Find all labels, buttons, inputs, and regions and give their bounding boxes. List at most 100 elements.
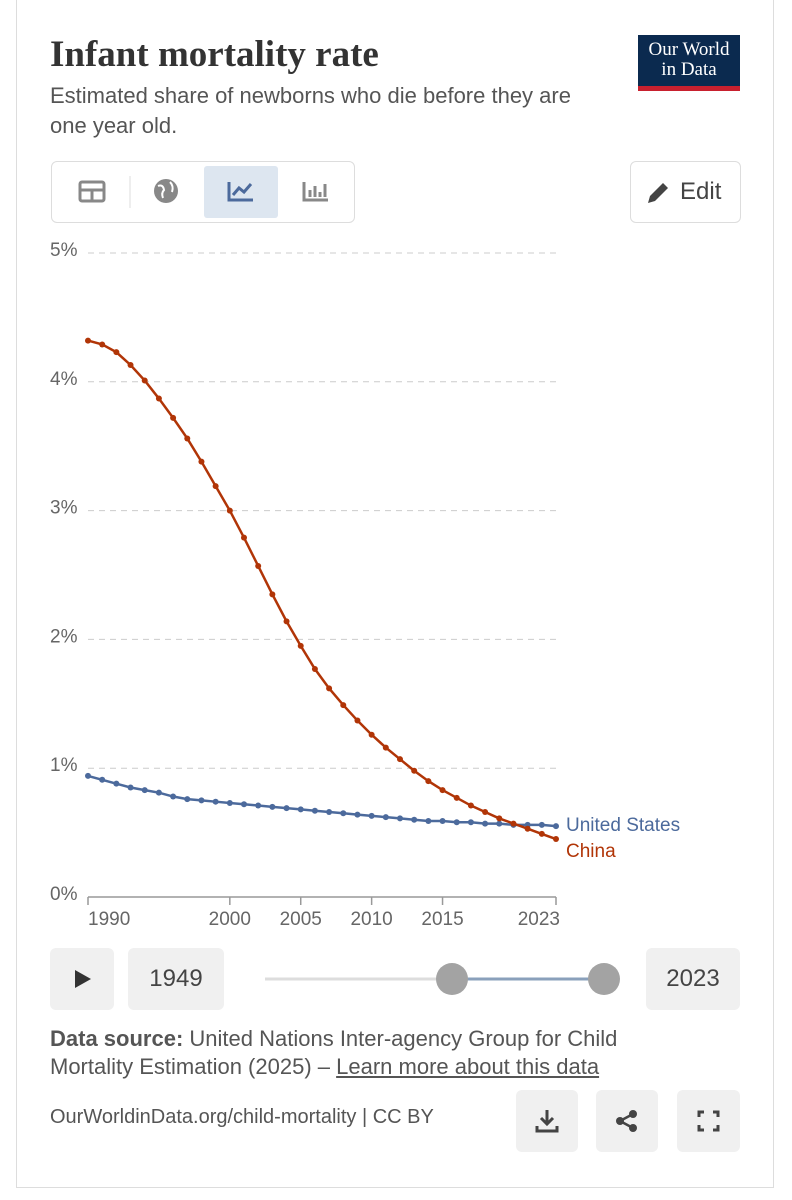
y-tick-label: 3% [50,498,78,519]
data-point [226,507,233,514]
data-point [155,789,162,796]
data-point [553,823,559,830]
data-point [510,820,517,827]
data-point [496,820,503,827]
fullscreen-button[interactable] [677,1090,740,1152]
data-point [241,534,247,541]
edit-icon [648,183,668,203]
edit-label: Edit [680,178,722,205]
data-point [482,808,489,815]
source-note: Data source: United Nations Inter-agency… [50,1025,690,1081]
data-point [340,810,347,817]
play-button[interactable] [50,948,114,1010]
data-point [397,756,403,763]
data-point [198,797,205,804]
data-point [482,820,489,827]
y-tick-label: 5% [50,240,78,261]
data-point [368,812,375,819]
data-point [538,821,545,828]
tab-bar [51,161,355,223]
data-point [141,377,148,384]
x-tick-label: 2005 [280,909,322,930]
data-point [553,836,559,843]
data-point [496,815,503,822]
data-point [255,562,262,569]
data-point [538,830,545,837]
data-point [241,801,247,808]
active-tab[interactable] [204,166,278,218]
logo[interactable]: Our World in Data [638,35,740,91]
map-tab[interactable] [154,179,178,203]
footer-url[interactable]: OurWorldinData.org/child-mortality | CC … [50,1106,434,1128]
x-tick-label: 2000 [209,909,251,930]
series-line [87,339,557,841]
data-point [283,618,290,625]
share-button[interactable] [596,1090,658,1152]
data-point [467,802,474,809]
download-button[interactable] [516,1090,578,1152]
data-point [297,642,304,649]
data-point [226,799,233,806]
y-tick-label: 4% [50,369,78,390]
legend-label: United States [566,815,680,836]
data-point [269,591,276,598]
share-icon [616,1110,637,1132]
data-point [326,685,333,692]
y-tick-label: 2% [50,626,78,647]
timeline-end[interactable]: 2023 [646,948,740,1010]
source-link[interactable]: Learn more about this data [336,1054,600,1079]
edit-button[interactable]: Edit [630,161,741,223]
fullscreen-icon [697,1110,720,1132]
logo-line: in Data [661,59,717,80]
data-point [113,780,120,787]
bar-tab[interactable] [302,182,328,202]
data-point [340,702,347,709]
data-point [439,818,446,825]
chart-subtitle: Estimated share of newborns who die befo… [50,83,571,138]
chart-title: Infant mortality rate [50,34,379,75]
data-point [212,798,219,805]
data-point [198,458,205,465]
source-label: Data source: [50,1026,184,1051]
series-line [87,774,557,828]
data-point [170,414,177,421]
table-tab[interactable] [78,180,106,203]
data-point [467,819,474,826]
timeline-start[interactable]: 1949 [128,948,224,1010]
data-point [354,717,361,724]
data-point [184,435,191,442]
data-point [382,814,389,821]
slider-handle[interactable] [588,963,620,995]
data-point [425,818,432,825]
data-point [439,787,446,794]
data-point [255,802,262,809]
line-tab[interactable] [227,182,253,202]
data-point [127,362,134,369]
frame [16,0,774,1188]
y-tick-label: 1% [50,755,78,776]
data-point [354,811,361,818]
data-point [411,767,418,774]
data-point [212,483,219,490]
data-point [453,819,460,826]
data-point [141,787,148,794]
slider-handle[interactable] [436,963,468,995]
data-point [170,793,177,800]
data-point [155,395,162,402]
y-tick-label: 0% [50,884,78,905]
x-tick-label: 1990 [88,909,130,930]
data-point [411,816,418,823]
data-point [297,806,304,813]
download-icon [535,1110,559,1133]
legend-label: China [566,841,616,862]
data-point [184,796,191,803]
x-tick-label: 2015 [421,909,463,930]
data-point [326,808,333,815]
x-tick-label: 2023 [518,909,560,930]
data-point [85,337,91,344]
data-point [283,805,290,812]
data-point [382,744,389,751]
play-icon [75,970,91,988]
